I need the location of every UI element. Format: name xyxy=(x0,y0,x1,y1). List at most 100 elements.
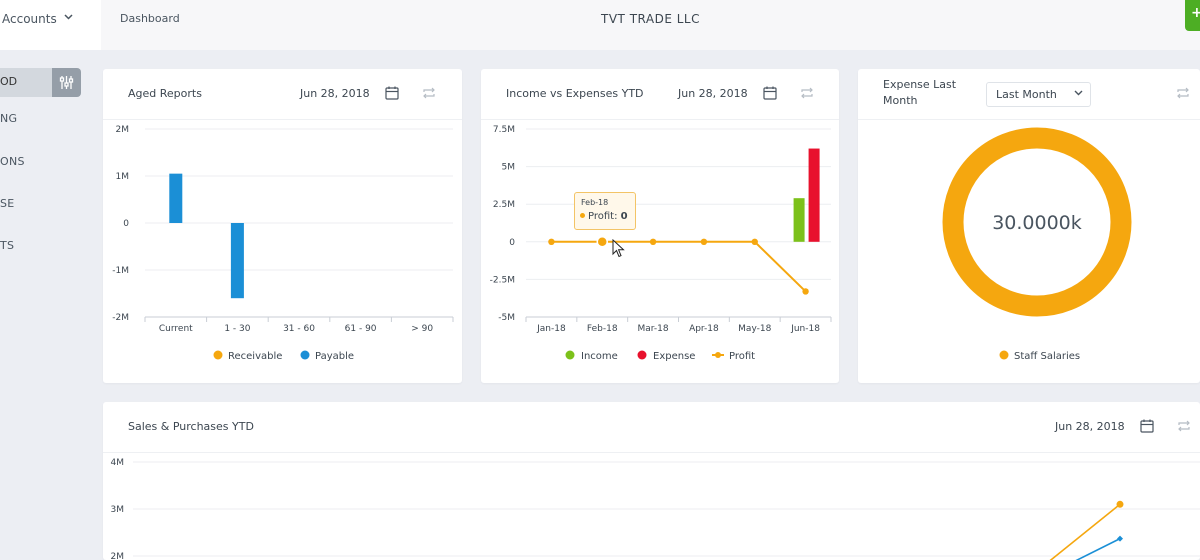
date-label: Jun 28, 2018 xyxy=(300,87,370,100)
card-title: Sales & Purchases YTD xyxy=(128,420,254,433)
x-tick-label: May-18 xyxy=(738,324,771,334)
legend-label: Receivable xyxy=(228,351,282,362)
y-tick-label: 3M xyxy=(111,505,125,515)
legend-marker xyxy=(999,350,1009,360)
sidebar-title: Accounts xyxy=(2,12,57,26)
calendar-icon[interactable] xyxy=(763,86,777,100)
sidebar-item-3[interactable]: SE xyxy=(0,197,15,210)
y-tick-label: 0 xyxy=(123,219,129,229)
y-tick-label: -2.5M xyxy=(490,275,515,285)
card-title: Income vs Expenses YTD xyxy=(506,87,644,100)
x-tick-label: Jun-18 xyxy=(790,324,820,334)
y-tick-label: -2M xyxy=(112,313,129,323)
sidebar-item-active[interactable] xyxy=(0,68,52,97)
aged-reports-chart: 2M 1M 0 -1M -2M Current 1 - 30 31 - 60 61 - 90 > … xyxy=(112,125,454,362)
income-expenses-card: Income vs Expenses YTD Jun 28, 2018 7.5M… xyxy=(481,69,839,383)
profit-point xyxy=(751,238,758,245)
filter-settings-button[interactable] xyxy=(52,68,81,97)
donut-center-value: 30.0000k xyxy=(992,212,1082,234)
donut-slice xyxy=(942,127,1132,317)
date-label: Jun 28, 2018 xyxy=(1055,420,1125,433)
refresh-icon[interactable] xyxy=(800,86,814,100)
card-header: Aged Reports Jun 28, 2018 xyxy=(103,69,462,120)
aged-reports-card: Aged Reports Jun 28, 2018 2M 1M 0 -1M -2M Cur… xyxy=(103,69,462,383)
x-tick-label: 61 - 90 xyxy=(345,324,377,334)
bar-payable xyxy=(169,173,183,223)
card-header: Expense Last Month Last Month xyxy=(858,69,1200,120)
legend-marker xyxy=(715,352,721,358)
calendar-icon[interactable] xyxy=(385,86,399,100)
bar-expense xyxy=(808,148,820,242)
bar-payable xyxy=(230,223,244,299)
profit-point xyxy=(596,236,608,248)
tooltip-dot-icon xyxy=(580,213,585,218)
date-label: Jun 28, 2018 xyxy=(678,87,748,100)
card-header: Income vs Expenses YTD Jun 28, 2018 xyxy=(481,69,839,120)
card-title-line2: Month xyxy=(883,94,918,107)
profit-line xyxy=(551,240,807,293)
sidebar-item-1[interactable]: NG xyxy=(0,112,18,125)
card-title-line1: Expense Last xyxy=(883,78,957,91)
y-tick-label: 2M xyxy=(111,552,125,560)
company-name: TVT TRADE LLC xyxy=(601,12,700,26)
card-header: Sales & Purchases YTD Jun 28, 2018 xyxy=(103,402,1200,453)
tooltip-value: Profit: 0 xyxy=(580,211,628,222)
sales-line xyxy=(1049,503,1121,560)
chevron-down-icon[interactable] xyxy=(64,14,73,20)
purchases-point xyxy=(1117,535,1123,542)
x-tick-label: Current xyxy=(159,324,193,334)
profit-point xyxy=(649,238,657,245)
refresh-icon[interactable] xyxy=(1176,86,1190,100)
expense-donut-chart: 30.0000k Staff Salaries xyxy=(942,127,1132,362)
y-tick-label: 7.5M xyxy=(493,125,515,135)
sidebar-item-2[interactable]: ONS xyxy=(0,155,25,168)
y-tick-label: 2M xyxy=(116,125,130,135)
refresh-icon[interactable] xyxy=(422,86,436,100)
plus-icon: + xyxy=(1191,5,1200,21)
calendar-icon[interactable] xyxy=(1140,419,1154,433)
legend-label: Expense xyxy=(653,351,695,362)
legend-label: Income xyxy=(581,351,618,362)
sliders-icon xyxy=(59,76,74,89)
tooltip-label: Profit: xyxy=(588,211,618,222)
bar-income xyxy=(793,198,805,242)
legend-marker xyxy=(300,350,310,360)
y-tick-label: -5M xyxy=(498,313,515,323)
legend-marker xyxy=(565,350,575,360)
refresh-icon[interactable] xyxy=(1177,419,1191,433)
sidebar-item-4[interactable]: TS xyxy=(0,239,15,252)
legend-label: Payable xyxy=(315,351,354,362)
x-tick-label: 31 - 60 xyxy=(283,324,315,334)
purchases-line xyxy=(1075,537,1121,560)
sidebar: Accounts OD NG ONS SE TS xyxy=(0,0,101,560)
y-tick-label: 4M xyxy=(111,458,125,468)
x-tick-label: 1 - 30 xyxy=(224,324,250,334)
chevron-down-icon xyxy=(1074,90,1083,96)
legend-label: Profit xyxy=(729,351,755,362)
sales-point xyxy=(1116,500,1124,508)
tooltip-number: 0 xyxy=(620,211,628,222)
y-tick-label: 2.5M xyxy=(493,200,515,210)
legend-marker xyxy=(637,350,647,360)
mouse-cursor-icon xyxy=(612,239,625,258)
sales-purchases-card: Sales & Purchases YTD Jun 28, 2018 4M 3M 2… xyxy=(103,402,1200,560)
top-header: Dashboard TVT TRADE LLC + xyxy=(101,0,1200,50)
x-tick-label: Jan-18 xyxy=(536,324,566,334)
sidebar-item-active-label: OD xyxy=(0,75,18,88)
profit-point xyxy=(700,238,708,245)
x-tick-label: Apr-18 xyxy=(689,324,719,334)
y-tick-label: 5M xyxy=(502,163,516,173)
profit-point xyxy=(802,288,809,295)
add-button[interactable]: + xyxy=(1185,0,1200,31)
period-select-value: Last Month xyxy=(996,88,1057,101)
profit-point xyxy=(548,238,555,245)
sidebar-header[interactable]: Accounts xyxy=(0,0,101,50)
sales-purchases-chart: 4M 3M 2M xyxy=(111,458,1200,560)
x-tick-label: Mar-18 xyxy=(638,324,669,334)
breadcrumb[interactable]: Dashboard xyxy=(120,12,180,25)
y-tick-label: 0 xyxy=(509,238,515,248)
period-select[interactable]: Last Month xyxy=(986,82,1091,107)
x-tick-label: Feb-18 xyxy=(587,324,618,334)
y-tick-label: -1M xyxy=(112,266,129,276)
legend-label: Staff Salaries xyxy=(1014,351,1080,362)
